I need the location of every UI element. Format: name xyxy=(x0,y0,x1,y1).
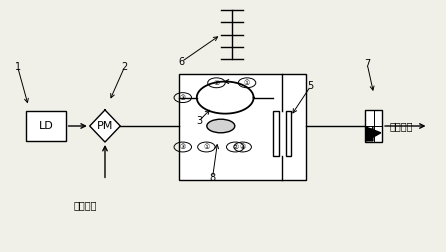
Text: 1: 1 xyxy=(15,62,21,72)
Text: 2: 2 xyxy=(121,62,128,72)
Text: PM: PM xyxy=(97,121,113,131)
Bar xyxy=(179,74,306,180)
Bar xyxy=(365,110,382,142)
Text: ①: ① xyxy=(203,144,210,150)
Text: ④: ④ xyxy=(240,144,246,150)
Ellipse shape xyxy=(207,119,235,133)
Text: 7: 7 xyxy=(364,59,370,69)
Text: ②: ② xyxy=(232,144,238,150)
Bar xyxy=(273,111,278,156)
Text: 8: 8 xyxy=(210,173,215,183)
Text: 6: 6 xyxy=(178,57,185,67)
Polygon shape xyxy=(366,127,381,141)
Text: 3: 3 xyxy=(196,116,202,126)
Bar xyxy=(26,111,66,141)
Text: ③: ③ xyxy=(180,94,186,101)
Text: 微波输出: 微波输出 xyxy=(389,121,413,131)
Text: ③: ③ xyxy=(180,144,186,150)
Text: ①: ① xyxy=(244,80,250,86)
Text: LD: LD xyxy=(39,121,54,131)
Polygon shape xyxy=(90,110,120,142)
Text: ②: ② xyxy=(213,80,219,86)
Text: 微波输入: 微波输入 xyxy=(74,200,97,210)
Text: 5: 5 xyxy=(307,81,314,91)
Bar xyxy=(285,111,291,156)
Polygon shape xyxy=(366,127,373,141)
